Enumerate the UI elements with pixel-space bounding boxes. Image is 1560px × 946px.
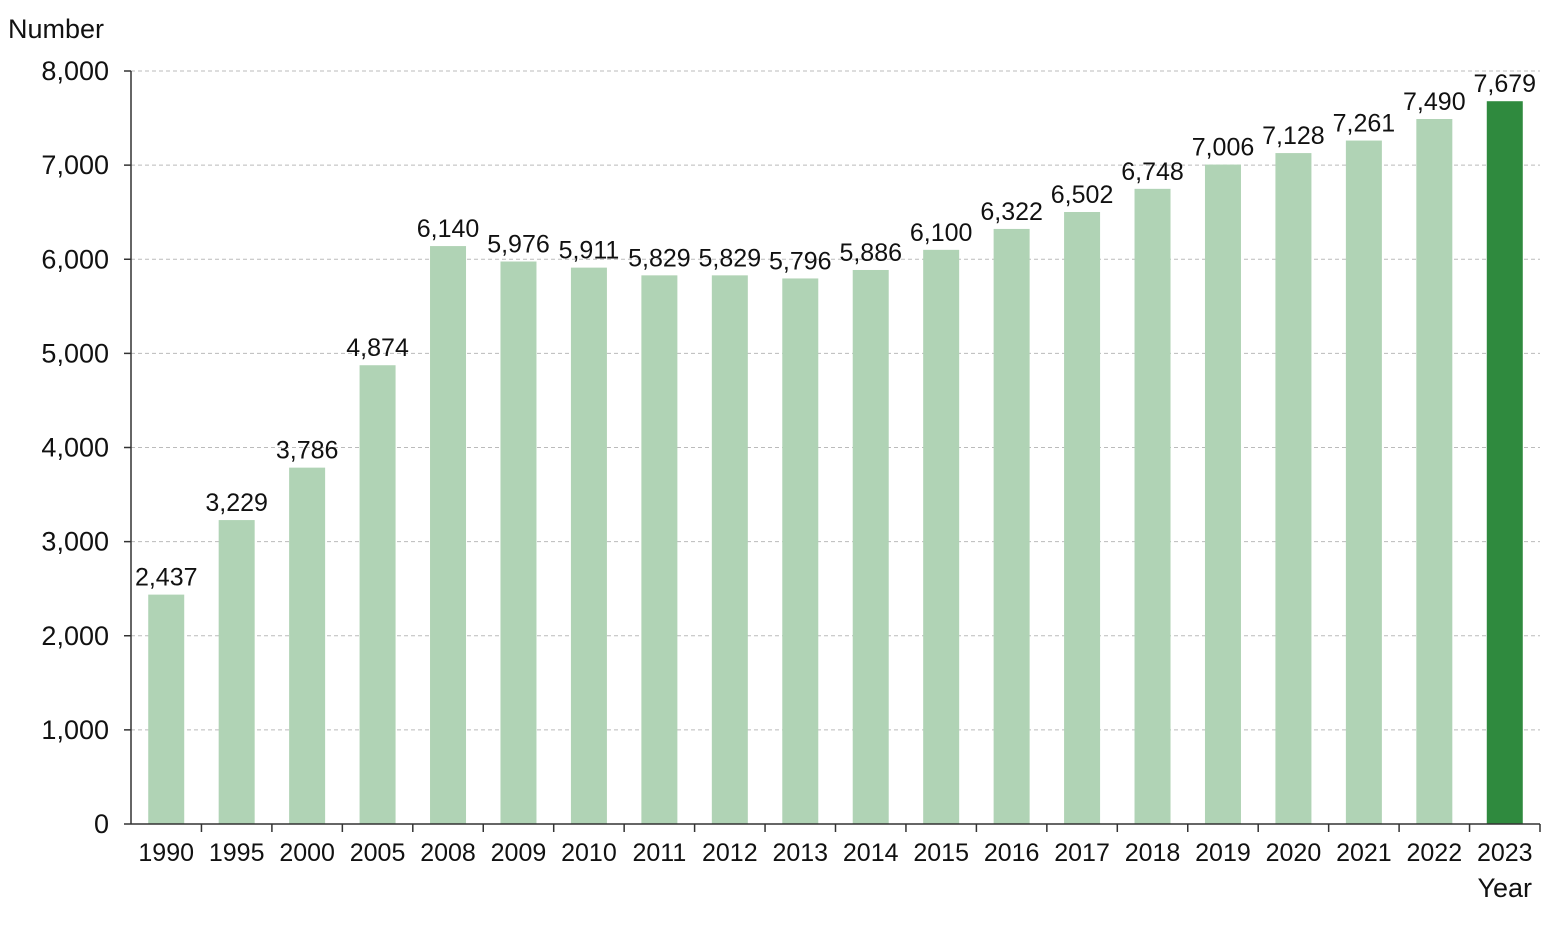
x-tick-label-2011: 2011 [632, 839, 686, 867]
bar-2021 [1345, 140, 1382, 825]
bar-2005 [359, 365, 396, 824]
bar-2009 [500, 261, 537, 824]
x-tick-label-2000: 2000 [279, 839, 335, 867]
y-tick-label: 7,000 [41, 150, 109, 180]
data-label-2011: 5,829 [628, 244, 691, 272]
y-tick-label: 5,000 [41, 338, 109, 368]
bar-2023 [1486, 101, 1523, 825]
x-tick-label-2013: 2013 [772, 839, 828, 867]
x-tick-label-2022: 2022 [1407, 839, 1463, 867]
axes [124, 70, 1541, 832]
data-label-2022: 7,490 [1403, 88, 1466, 116]
y-axis-title: Number [8, 14, 104, 44]
data-label-1995: 3,229 [205, 489, 268, 517]
y-tick-label: 8,000 [41, 56, 109, 86]
data-label-2017: 6,502 [1051, 181, 1114, 209]
data-label-2023: 7,679 [1473, 70, 1536, 98]
bar-2013 [782, 278, 819, 824]
bar-2015 [923, 249, 960, 824]
x-tick-label-2023: 2023 [1477, 839, 1533, 867]
y-tick-label: 3,000 [41, 527, 109, 557]
x-tick-label-1995: 1995 [209, 839, 265, 867]
x-tick-label-2018: 2018 [1125, 839, 1181, 867]
x-tick-label-2017: 2017 [1054, 839, 1110, 867]
bar-1990 [148, 594, 185, 824]
data-label-2021: 7,261 [1333, 110, 1396, 138]
y-tick-label: 6,000 [41, 244, 109, 274]
x-tick-label-2014: 2014 [843, 839, 899, 867]
y-tick-label: 2,000 [41, 621, 109, 651]
x-tick-label-1990: 1990 [138, 839, 194, 867]
x-tick-label-2012: 2012 [702, 839, 758, 867]
data-label-2005: 4,874 [346, 334, 409, 362]
bar-2012 [711, 275, 748, 825]
bar-2014 [852, 269, 889, 825]
x-tick-label-2005: 2005 [350, 839, 406, 867]
data-label-1990: 2,437 [135, 564, 198, 592]
x-tick-label-2009: 2009 [491, 839, 547, 867]
bars [148, 101, 1523, 825]
data-label-2020: 7,128 [1262, 122, 1325, 150]
y-tick-label: 1,000 [41, 715, 109, 745]
bar-2019 [1204, 164, 1241, 825]
data-label-2013: 5,796 [769, 247, 832, 275]
data-label-2015: 6,100 [910, 219, 973, 247]
bar-2016 [993, 228, 1030, 824]
data-label-2019: 7,006 [1192, 134, 1255, 162]
bar-2017 [1064, 211, 1101, 824]
bar-2000 [289, 467, 326, 824]
x-tick-label-2020: 2020 [1266, 839, 1322, 867]
data-label-2018: 6,748 [1121, 158, 1184, 186]
x-tick-label-2021: 2021 [1336, 839, 1392, 867]
x-tick-label-2019: 2019 [1195, 839, 1251, 867]
bar-2018 [1134, 188, 1171, 825]
bar-2008 [430, 246, 467, 824]
bar-2022 [1416, 119, 1453, 824]
data-label-2000: 3,786 [276, 437, 339, 465]
gridlines [131, 70, 1540, 731]
y-tick-label: 0 [94, 809, 109, 839]
y-tick-label: 4,000 [41, 433, 109, 463]
bar-2010 [570, 267, 607, 824]
data-label-2009: 5,976 [487, 231, 550, 259]
bar-2011 [641, 275, 678, 825]
data-label-2010: 5,911 [559, 237, 620, 265]
x-tick-label-2016: 2016 [984, 839, 1040, 867]
data-label-2014: 5,886 [839, 239, 902, 267]
bar-1995 [218, 520, 255, 824]
data-label-2016: 6,322 [980, 198, 1043, 226]
data-label-2012: 5,829 [699, 244, 762, 272]
x-tick-label-2008: 2008 [420, 839, 476, 867]
bar-2020 [1275, 153, 1312, 824]
x-axis-title: Year [1477, 873, 1532, 903]
data-label-2008: 6,140 [417, 215, 480, 243]
labels: 0 1,000 2,000 3,000 4,000 5,000 6,000 7,000 8,00… [41, 56, 1536, 867]
x-tick-label-2010: 2010 [561, 839, 617, 867]
x-tick-label-2015: 2015 [913, 839, 969, 867]
